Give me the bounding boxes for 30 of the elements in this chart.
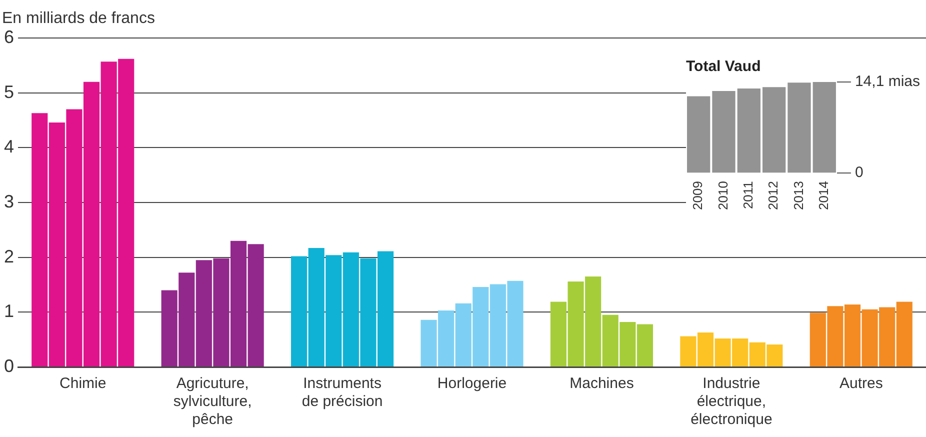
x-tick-label: 2011 [740,181,756,210]
y-tick-label: 1 [4,301,14,322]
x-tick-label: 2014 [816,181,831,210]
x-tick-label: 2013 [790,181,806,210]
x-tick-label: Machines [570,375,634,392]
x-tick-label: Instruments de précision [302,375,383,410]
bar [788,82,811,173]
x-tick-label: Horlogerie [437,375,507,392]
chart-title: Total Vaud [686,58,761,76]
y-tick-label: 3 [4,191,14,212]
y-tick-label: 5 [4,82,14,102]
x-tick-label: 2012 [766,181,781,210]
y-tick-label: 14,1 mias [854,73,920,90]
y-axis-title: En milliards de francs [2,10,155,28]
x-tick-label: 2009 [690,181,706,210]
y-tick-label: 6 [4,26,14,47]
x-tick-label: Agricuture, sylviculture, pêche [173,375,252,428]
y-tick-label: 0 [854,164,864,182]
y-tick-label: 4 [4,136,14,157]
x-tick-label: Autres [839,375,883,392]
bar [737,88,760,173]
x-tick-label: 2010 [715,181,730,210]
bar [812,82,836,173]
bar [687,96,710,173]
x-tick-label: Chimie [60,375,106,392]
bar [712,91,736,173]
y-tick-label: 0 [4,356,14,376]
y-tick-label: 2 [4,246,14,266]
x-tick-label: Industrie électrique, électronique [690,375,772,428]
bar [762,87,786,173]
